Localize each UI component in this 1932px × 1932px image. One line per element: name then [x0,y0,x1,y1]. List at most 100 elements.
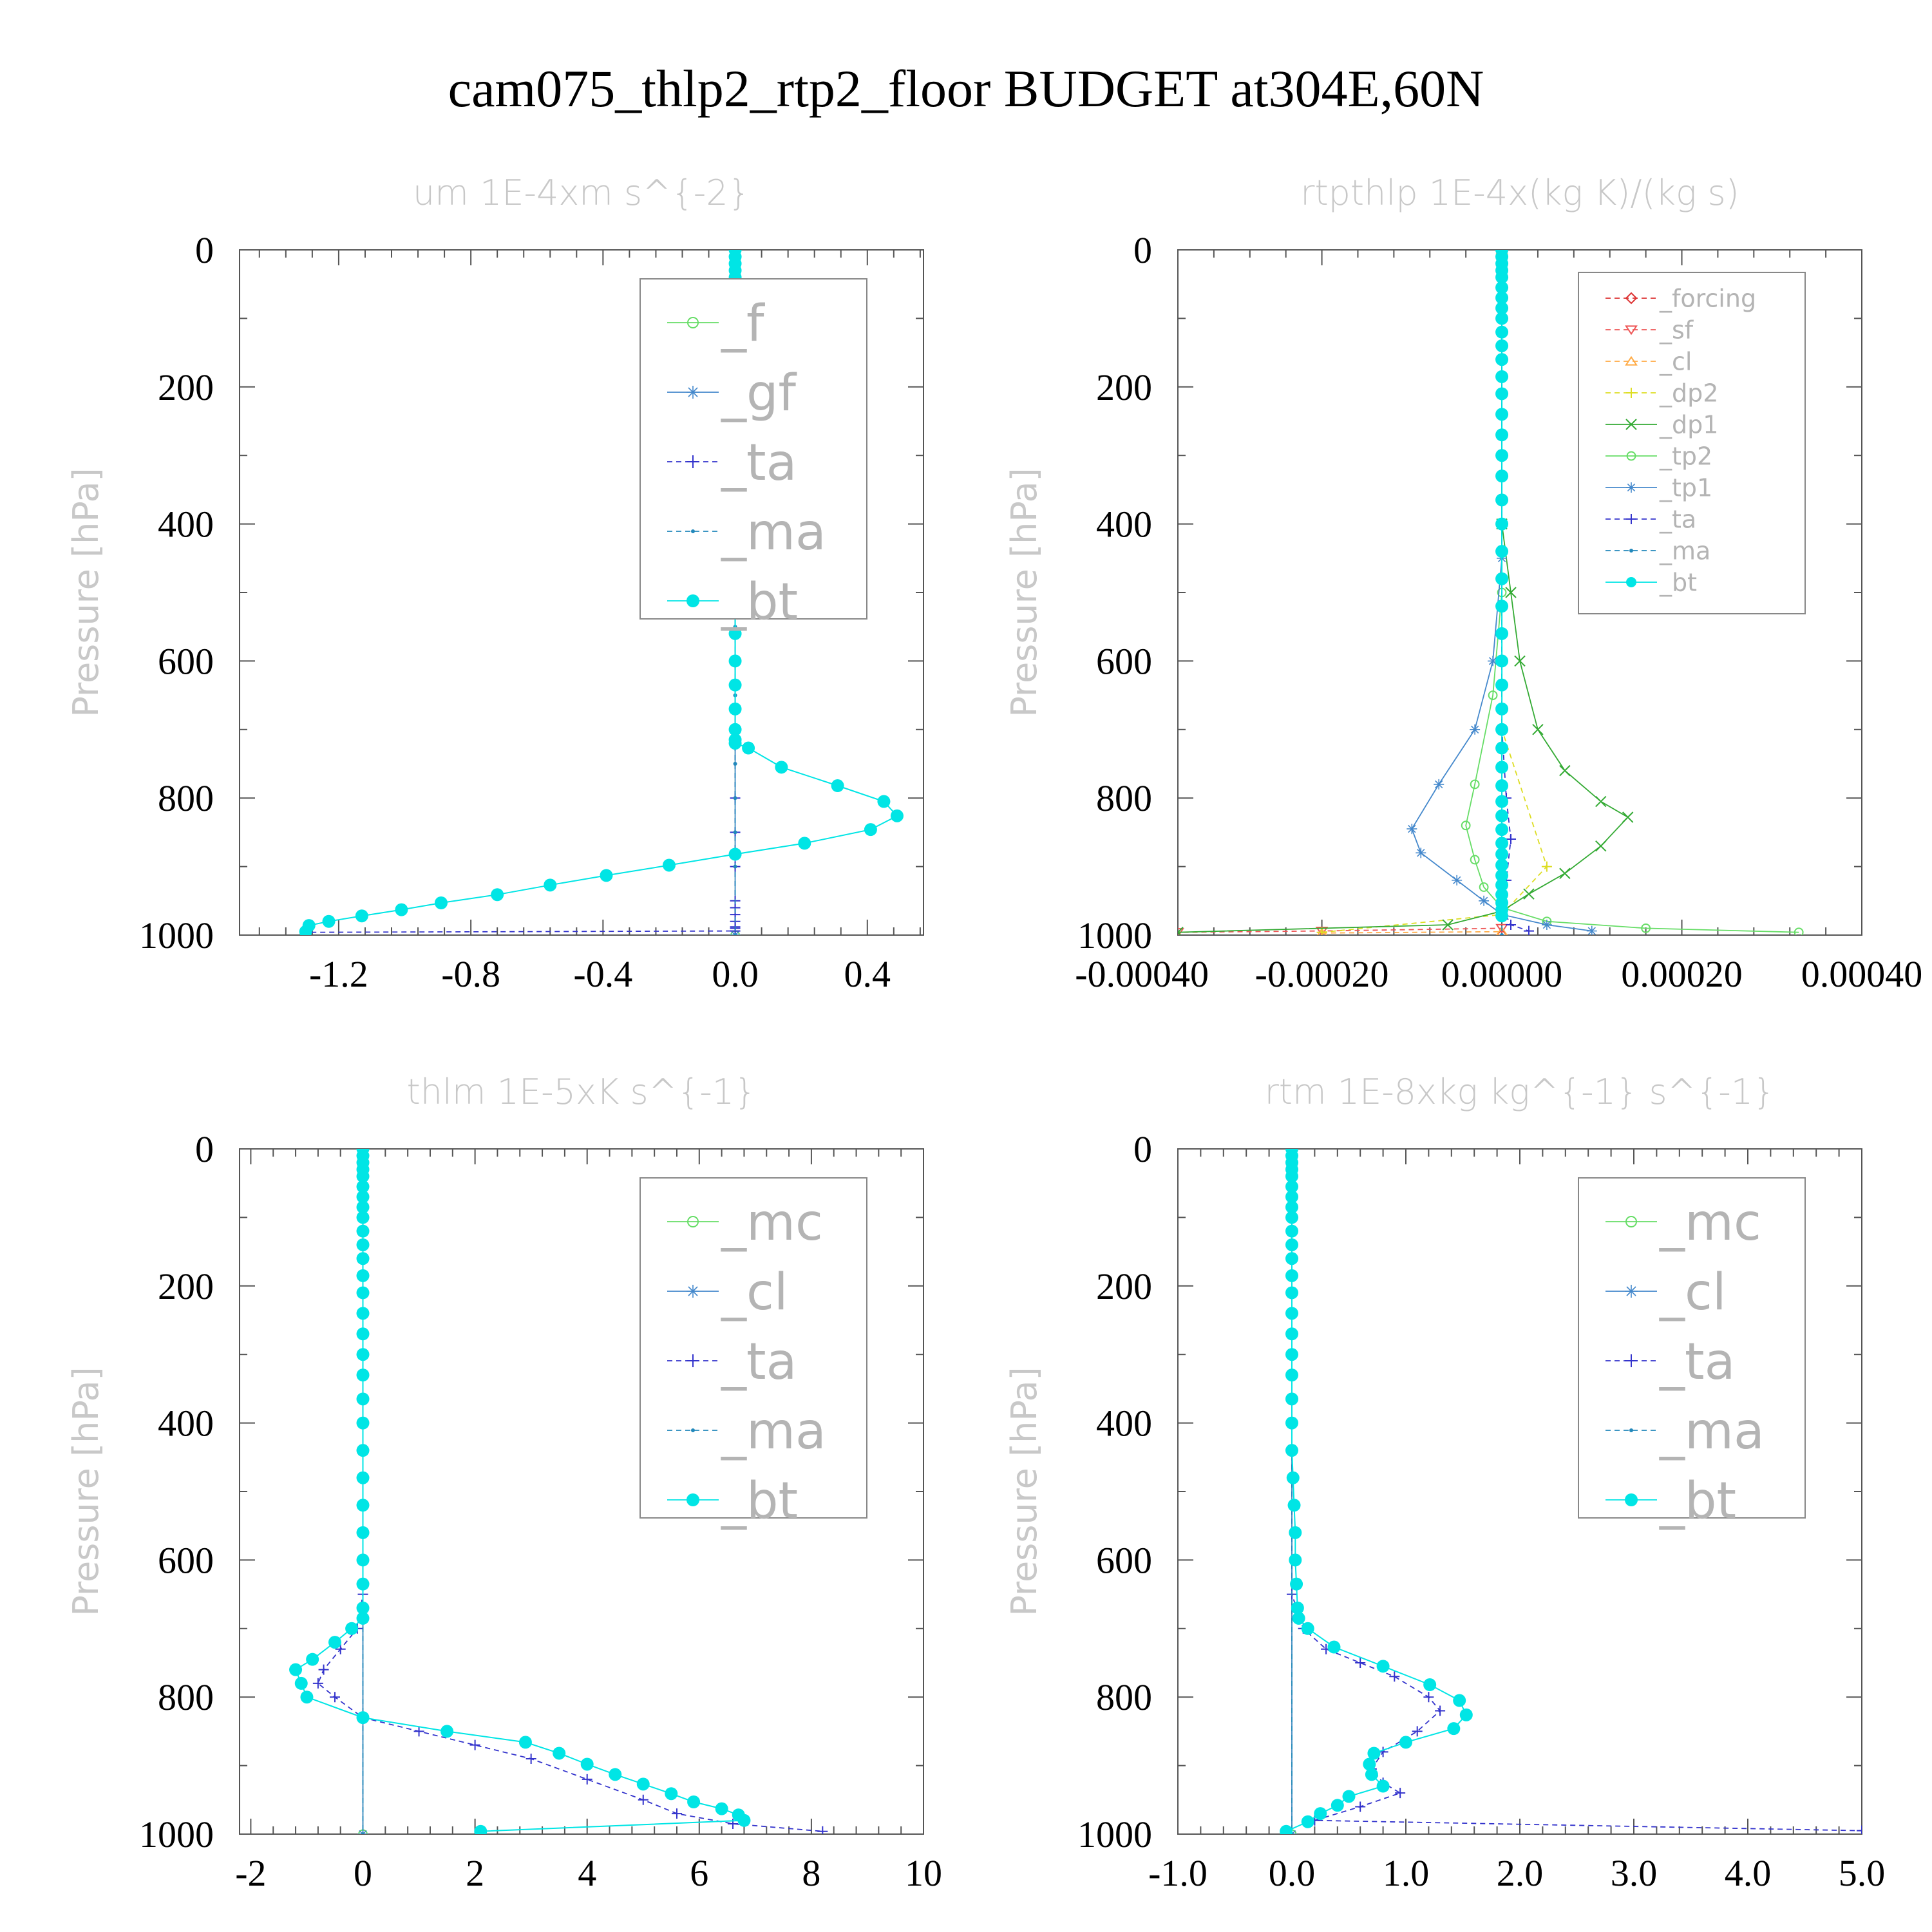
data-point [1495,325,1509,339]
legend-label: _ma [1659,537,1710,565]
data-point [817,1826,828,1834]
legend-label: _ta [721,1333,797,1391]
legend-marker [691,529,695,533]
data-point [1423,1692,1434,1703]
legend-marker [1625,292,1638,305]
data-point [1314,1807,1327,1821]
y-tick-label: 1000 [1077,914,1152,956]
y-tick-label: 1000 [1077,1814,1152,1855]
data-point [1406,824,1417,835]
data-point [1495,408,1509,421]
data-point [1286,1471,1300,1484]
x-tick-label: 8 [802,1852,820,1894]
data-point [356,1190,370,1204]
data-point [345,1622,359,1635]
data-point [1495,493,1509,507]
data-point [356,1553,370,1567]
x-tick-label: 2 [466,1852,484,1894]
y-tick-label: 200 [1096,366,1152,408]
data-point [1376,1660,1390,1673]
data-point [1434,779,1444,790]
y-tick-label: 800 [1096,777,1152,819]
legend-marker [1626,482,1636,493]
legend-marker [687,1354,699,1367]
plot-area [1280,1149,1862,1834]
data-point [1285,1170,1298,1183]
legend-box [639,278,867,620]
panel-title: rtpthlp 1E-4x(kg K)/(kg s) [1300,173,1739,213]
data-point [1496,926,1508,935]
data-point [715,1802,728,1815]
legend-marker [687,317,699,328]
data-point [1285,1180,1298,1193]
data-point [1479,895,1490,906]
y-tick-label: 0 [1133,229,1152,271]
y-tick-label: 0 [195,1128,214,1170]
data-point [1289,1526,1302,1539]
data-point [1416,848,1426,858]
data-point [1285,1327,1298,1341]
data-point [395,903,408,916]
x-tick-label: 5.0 [1839,1852,1886,1894]
data-point [1794,927,1804,935]
legend-marker [1625,1285,1638,1298]
data-point [434,896,448,909]
legend-label: _f [721,295,765,353]
data-point [1541,861,1552,872]
y-tick-label: 1000 [139,1814,214,1855]
data-point [299,925,312,935]
data-point [1559,867,1571,879]
data-point [1280,1824,1293,1834]
y-tick-label: 800 [158,777,214,819]
data-point [728,627,742,640]
y-tick-label: 600 [1096,640,1152,682]
data-point [1292,1611,1305,1625]
series-bt [1280,1149,1473,1834]
legend-marker [687,1216,699,1227]
series-line [1178,250,1502,933]
data-point [1495,312,1509,325]
legend-marker [1626,577,1636,587]
chart-panel-thlm: thlm 1E-5xK s^{-1} Pressure [hPa] -2 0 2 4 6 8 1… [66,1072,942,1894]
legend-label: _ta [721,434,797,492]
legend-marker [1629,1428,1633,1432]
data-point [469,1739,480,1750]
data-point [1470,855,1480,865]
data-point [733,933,737,935]
x-tick-label: 0.0 [1269,1852,1316,1894]
data-point [356,1307,370,1320]
data-point [1285,1224,1298,1238]
legend-marker [1626,388,1636,398]
y-tick-label: 0 [195,229,214,271]
y-tick-label: 0 [1133,1128,1152,1170]
legend: _mc _cl _ta _ma _bt [1578,1177,1806,1530]
series-line [317,1149,823,1832]
data-point [728,702,742,715]
legend-marker [687,455,699,468]
data-point [665,1787,678,1801]
y-tick-label: 600 [158,1539,214,1581]
data-point [356,1348,370,1361]
data-point [356,1611,370,1625]
x-tick-label: 0.4 [844,953,891,995]
data-point [877,795,891,808]
data-point [1495,600,1509,613]
data-point [300,1690,314,1704]
data-point [1495,387,1509,401]
y-tick-label: 800 [1096,1676,1152,1718]
data-point [356,1269,370,1282]
data-point [1367,1747,1381,1760]
data-point [1285,1190,1298,1204]
x-tick-label: 0.0 [712,953,759,995]
data-point [742,741,755,755]
legend-label: _tp2 [1659,442,1712,471]
legend-marker [1629,549,1633,553]
data-point [356,1444,370,1457]
data-point [728,848,742,861]
x-tick-label: -0.00020 [1255,953,1389,995]
data-point [1285,1368,1298,1382]
data-point [1495,627,1509,640]
data-point [356,1499,370,1512]
data-point [1355,1658,1366,1668]
data-point [1452,875,1463,886]
